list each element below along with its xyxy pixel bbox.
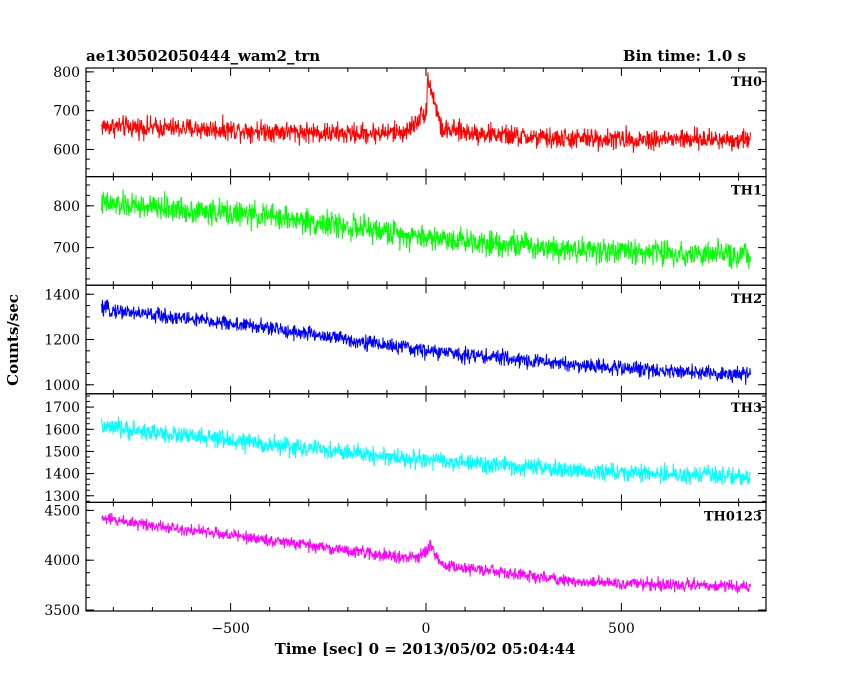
y-tick-label: 800 xyxy=(53,199,80,215)
panel-th3: 1300 1400 1500 1600 1700 TH3 xyxy=(44,393,767,505)
y-tick-label: 700 xyxy=(53,104,80,120)
series-line-th1 xyxy=(101,189,751,270)
chart-title: ae130502050444_wam2_trn xyxy=(86,47,320,65)
series-line-th0123 xyxy=(101,512,751,594)
y-tick-label: 1700 xyxy=(44,400,80,416)
y-tick-label: 1600 xyxy=(44,422,80,438)
x-tick-labels: −500 0 500 xyxy=(211,621,634,637)
series-line-th2 xyxy=(101,299,751,385)
y-tick-label: 1000 xyxy=(44,378,80,394)
panel-label: TH2 xyxy=(731,292,762,307)
y-axis-label: Counts/sec xyxy=(4,294,22,386)
x-tick-label: −500 xyxy=(211,621,249,637)
x-tick-label: 0 xyxy=(422,621,431,637)
panel-frame xyxy=(85,176,767,286)
series-line-th3 xyxy=(101,416,751,486)
panel-label: TH0 xyxy=(731,75,762,90)
y-tick-label: 800 xyxy=(53,65,80,81)
y-tick-label: 1200 xyxy=(44,333,80,349)
bin-time-label: Bin time: 1.0 s xyxy=(623,47,746,65)
panel-th0: 600 700 800 TH0 xyxy=(53,65,767,178)
panels-group: 600 700 800 TH0 700 800 TH1 1000 1200 1400 TH2 1300… xyxy=(44,65,767,619)
x-axis-label: Time [sec] 0 = 2013/05/02 05:04:44 xyxy=(275,640,576,658)
y-tick-label: 1400 xyxy=(44,467,80,483)
y-tick-label: 4500 xyxy=(44,503,80,519)
y-tick-label: 4000 xyxy=(44,553,80,569)
panel-label: TH1 xyxy=(731,184,762,199)
panel-th1: 700 800 TH1 xyxy=(53,176,767,286)
panel-label: TH0123 xyxy=(704,509,762,524)
panel-th0123: 3500 4000 4500 TH0123 xyxy=(44,501,767,619)
panel-frame xyxy=(85,284,767,395)
y-tick-label: 600 xyxy=(53,142,80,158)
x-tick-label: 500 xyxy=(608,621,635,637)
y-tick-label: 1300 xyxy=(44,489,80,505)
panel-frame xyxy=(85,393,767,503)
series-line-th0 xyxy=(101,72,751,153)
panel-th2: 1000 1200 1400 TH2 xyxy=(44,284,767,395)
y-tick-label: 1400 xyxy=(44,287,80,303)
y-tick-label: 3500 xyxy=(44,603,80,619)
y-tick-label: 700 xyxy=(53,241,80,257)
y-tick-label: 1500 xyxy=(44,444,80,460)
panel-label: TH3 xyxy=(731,401,762,416)
